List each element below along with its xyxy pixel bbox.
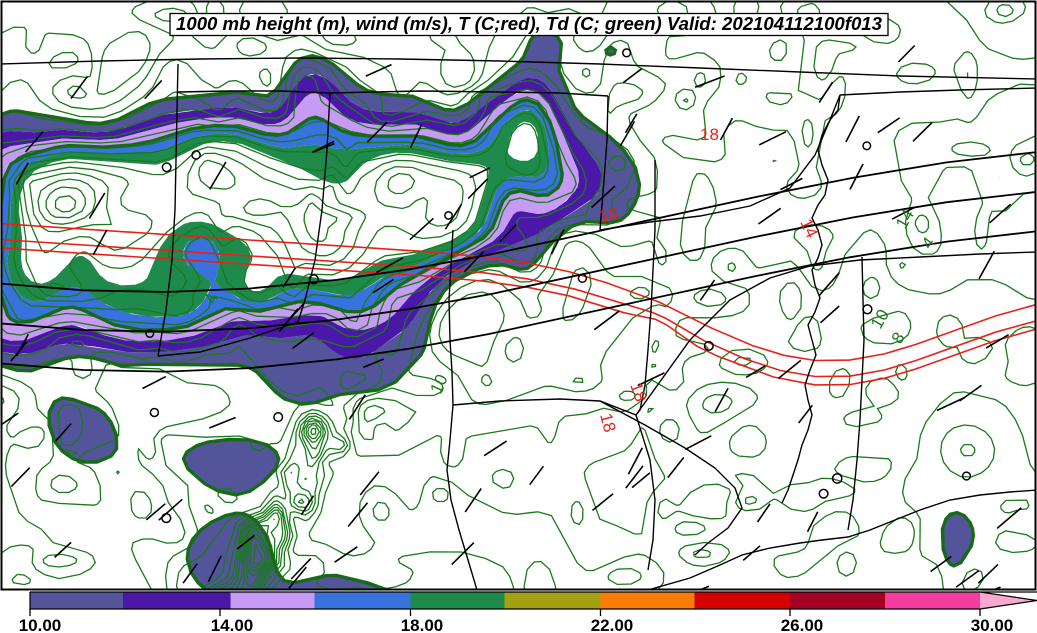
svg-text:18: 18 [700,125,719,144]
svg-text:26.00: 26.00 [781,616,824,633]
svg-text:22.00: 22.00 [591,616,634,633]
svg-text:30.00: 30.00 [971,616,1014,633]
svg-text:14.00: 14.00 [211,616,254,633]
svg-text:18.00: 18.00 [401,616,444,633]
svg-text:10.00: 10.00 [19,616,62,633]
svg-text:18: 18 [598,205,619,226]
svg-text:1000 mb height (m), wind (m/s): 1000 mb height (m), wind (m/s), T (C;red… [176,13,883,34]
